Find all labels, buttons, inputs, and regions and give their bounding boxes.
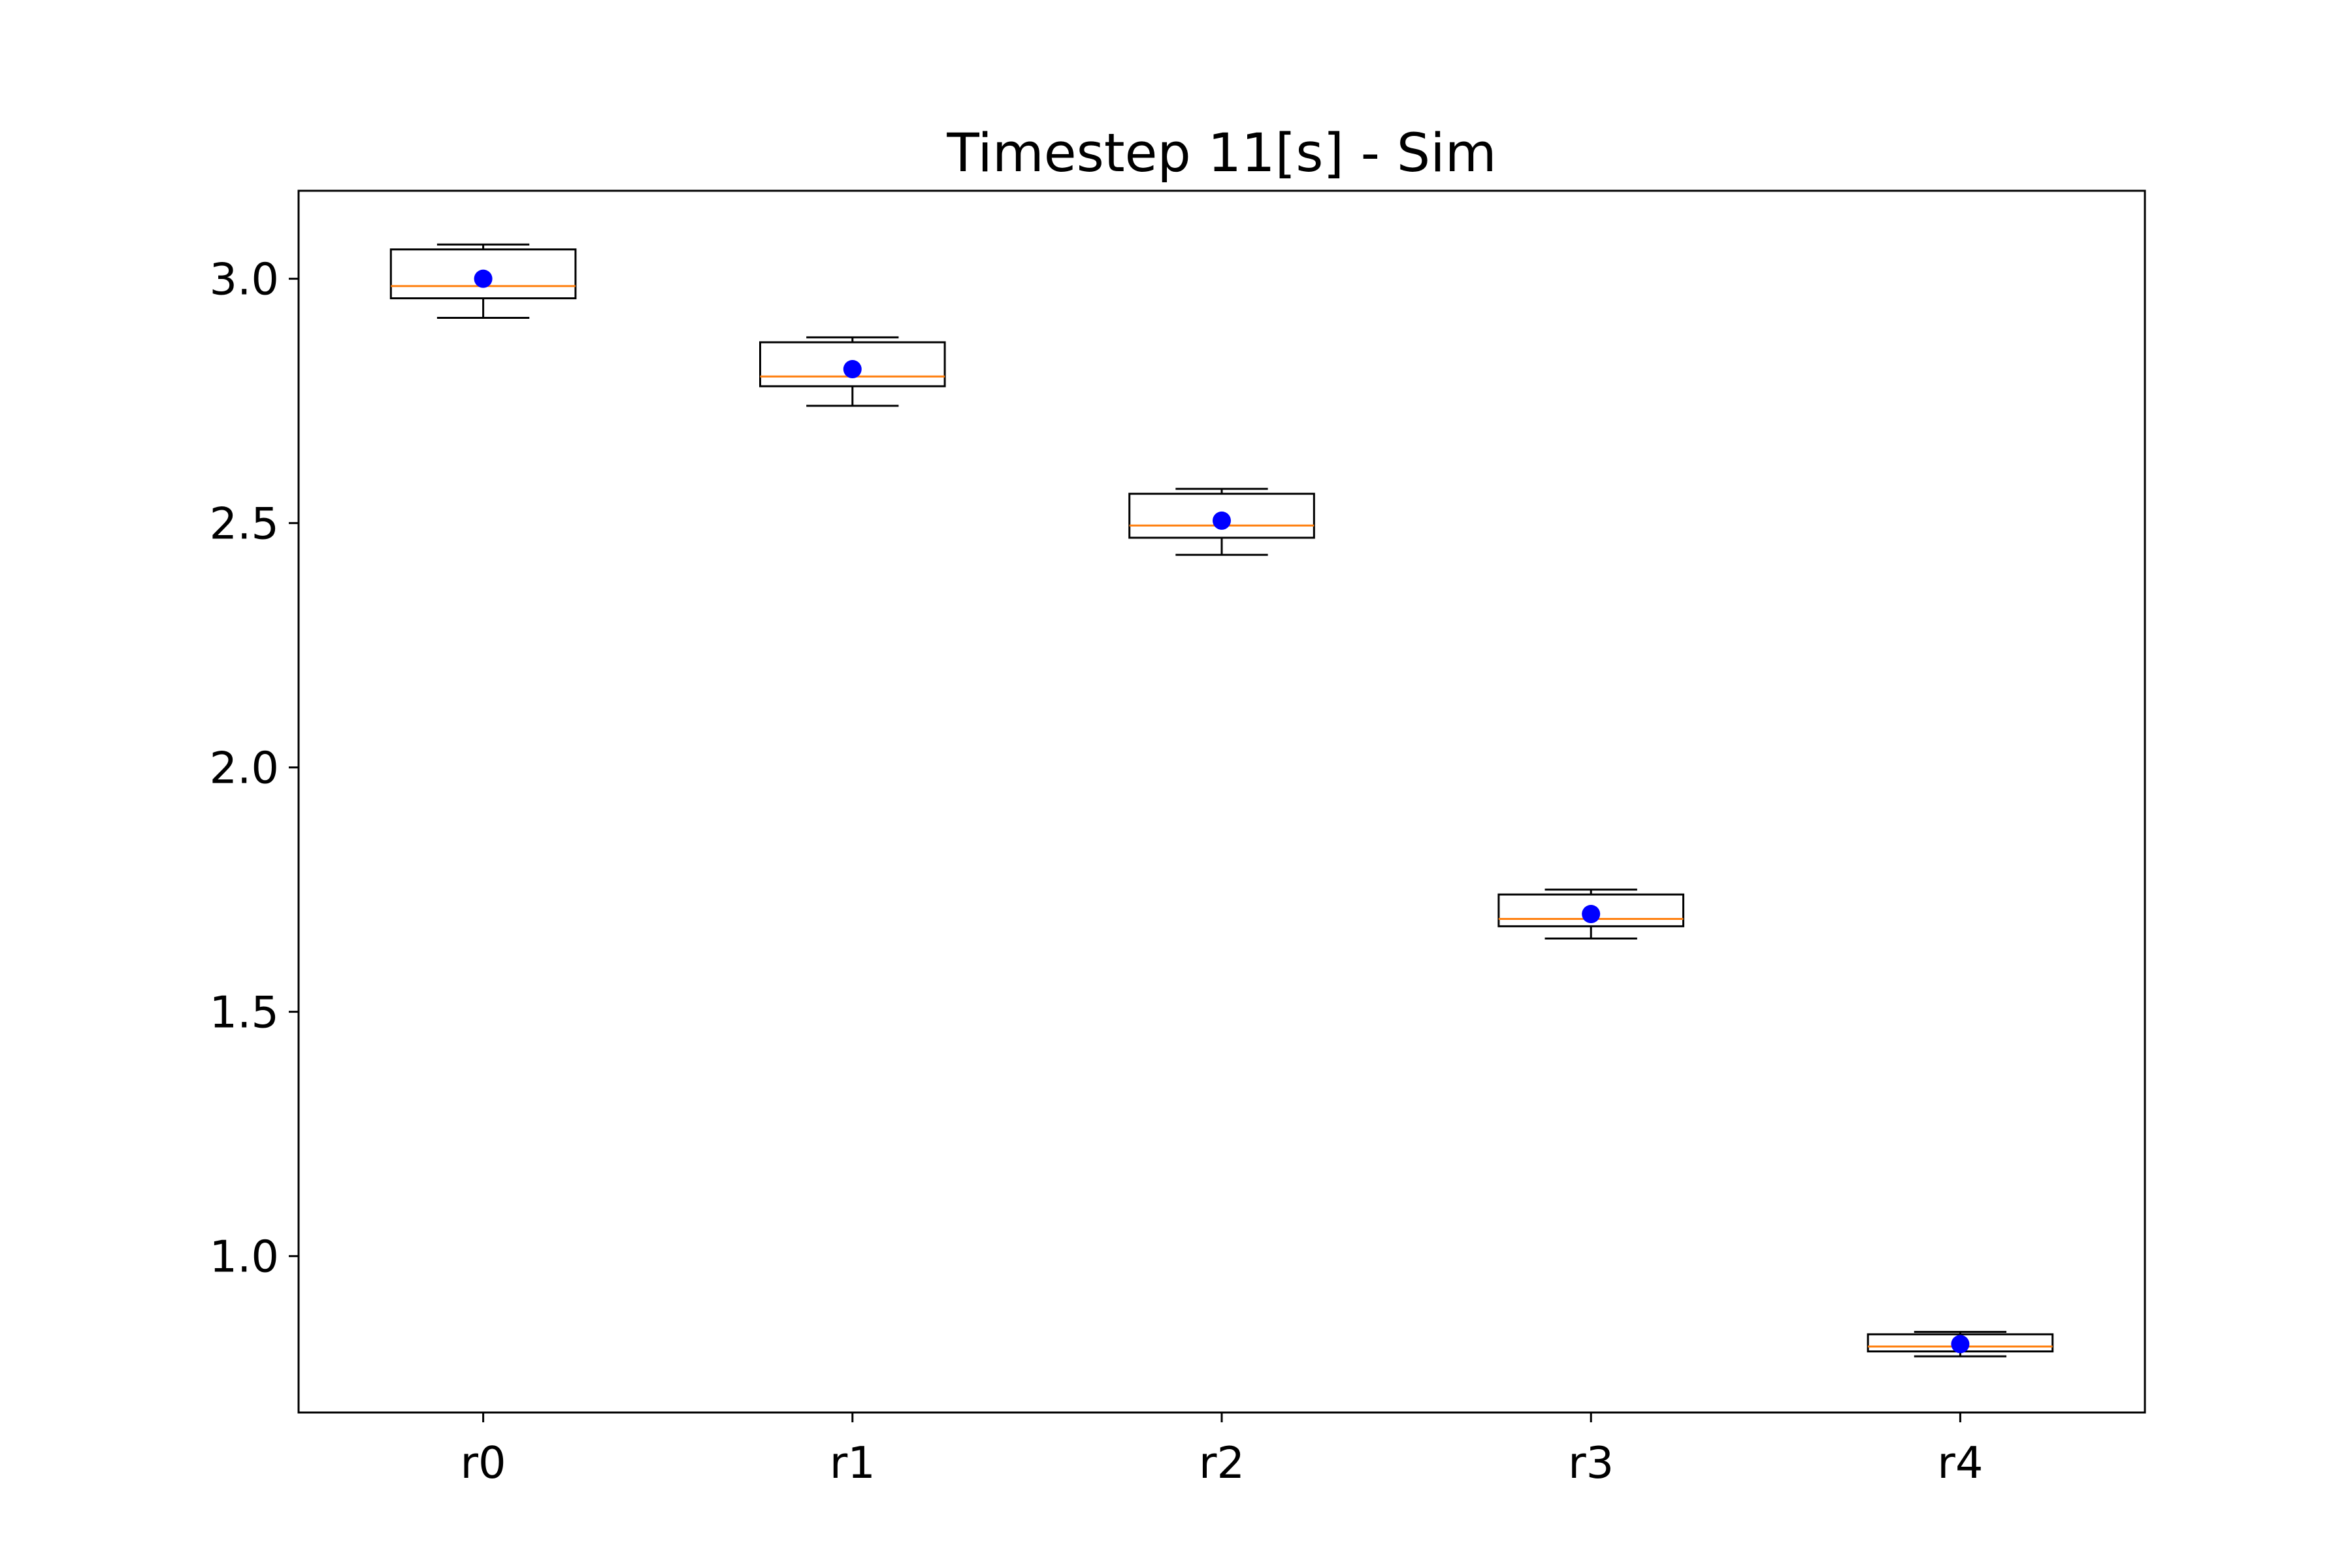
y-axis: 1.0 1.5 2.0 2.5 3.0 — [209, 254, 299, 1282]
y-tick-label: 1.5 — [209, 987, 279, 1038]
y-tick-label: 3.0 — [209, 254, 279, 305]
x-tick-label: r0 — [461, 1437, 506, 1488]
chart-title: Timestep 11[s] - Sim — [946, 123, 1496, 184]
mean-marker — [843, 360, 862, 379]
y-tick-label: 1.0 — [209, 1232, 279, 1282]
plot-frame — [297, 189, 2146, 1414]
x-tick-label: r1 — [830, 1437, 875, 1488]
x-axis: r0 r1 r2 r3 r4 — [461, 1413, 1983, 1488]
box-r0 — [389, 243, 577, 319]
boxes-layer — [389, 243, 2054, 1358]
iqr-box — [1128, 493, 1315, 539]
x-tick-label: r4 — [1937, 1437, 1983, 1488]
box-r1 — [759, 336, 946, 407]
mean-marker — [1951, 1335, 1970, 1354]
box-r2 — [1128, 487, 1315, 556]
iqr-box — [759, 341, 946, 387]
y-tick-label: 2.5 — [209, 498, 279, 549]
y-tick-label: 2.0 — [209, 743, 279, 794]
x-tick-label: r3 — [1568, 1437, 1614, 1488]
box-r4 — [1867, 1331, 2054, 1358]
mean-marker — [1582, 905, 1601, 924]
box-r3 — [1497, 889, 1684, 939]
x-tick-label: r2 — [1199, 1437, 1245, 1488]
iqr-box — [1497, 893, 1684, 928]
iqr-box — [389, 248, 577, 300]
mean-marker — [1213, 511, 1231, 530]
mean-marker — [474, 269, 493, 288]
